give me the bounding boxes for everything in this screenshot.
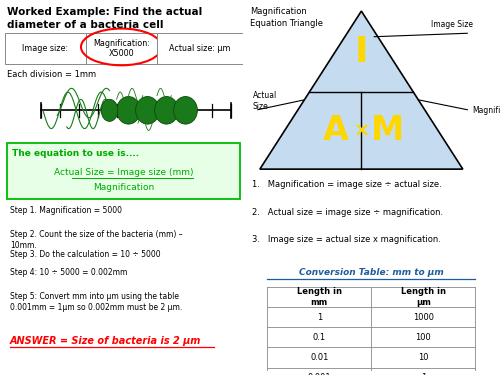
Text: ANSWER = Size of bacteria is 2 μm: ANSWER = Size of bacteria is 2 μm	[10, 336, 201, 345]
Ellipse shape	[116, 96, 140, 124]
Text: 0.01: 0.01	[310, 353, 328, 362]
Text: Actual size: μm: Actual size: μm	[169, 44, 230, 53]
Text: Magnification:
X5000: Magnification: X5000	[93, 39, 150, 58]
Text: Magnification: Magnification	[472, 106, 500, 115]
Text: Magnification
Equation Triangle: Magnification Equation Triangle	[250, 8, 323, 27]
Text: 0.1: 0.1	[312, 333, 326, 342]
Text: Each division = 1mm: Each division = 1mm	[8, 70, 96, 79]
Ellipse shape	[101, 99, 118, 122]
Text: Step 1. Magnification = 5000: Step 1. Magnification = 5000	[10, 206, 122, 215]
Text: Actual Size = Image size (mm): Actual Size = Image size (mm)	[54, 168, 194, 177]
Text: 1: 1	[420, 373, 426, 375]
Text: 1.   Magnification = image size ÷ actual size.: 1. Magnification = image size ÷ actual s…	[252, 180, 442, 189]
Text: Step 4: 10 ÷ 5000 = 0.002mm: Step 4: 10 ÷ 5000 = 0.002mm	[10, 268, 127, 278]
Text: M: M	[370, 114, 404, 147]
FancyBboxPatch shape	[8, 143, 240, 198]
Ellipse shape	[154, 96, 178, 124]
Polygon shape	[5, 33, 86, 64]
Text: Step 5: Convert mm into μm using the table
0.001mm = 1μm so 0.002mm must be 2 μm: Step 5: Convert mm into μm using the tab…	[10, 292, 182, 312]
Text: 2.   Actual size = image size ÷ magnification.: 2. Actual size = image size ÷ magnificat…	[252, 208, 444, 217]
Text: The equation to use is....: The equation to use is....	[12, 149, 139, 158]
Text: 10: 10	[418, 353, 428, 362]
Text: A: A	[322, 114, 348, 147]
Text: Step 3. Do the calculation = 10 ÷ 5000: Step 3. Do the calculation = 10 ÷ 5000	[10, 250, 160, 259]
Text: Worked Example: Find the actual
diameter of a bacteria cell: Worked Example: Find the actual diameter…	[8, 8, 202, 30]
Polygon shape	[260, 11, 463, 169]
Text: Step 2. Count the size of the bacteria (mm) –
10mm.: Step 2. Count the size of the bacteria (…	[10, 230, 182, 250]
Ellipse shape	[174, 96, 198, 124]
Text: Actual
Size: Actual Size	[252, 92, 276, 111]
Text: I: I	[354, 34, 368, 69]
Text: 3.   Image size = actual size x magnification.: 3. Image size = actual size x magnificat…	[252, 235, 442, 244]
Text: Length in
μm: Length in μm	[400, 287, 446, 306]
Text: Image size:: Image size:	[22, 44, 68, 53]
Text: Magnification: Magnification	[93, 183, 154, 192]
Text: 0.001: 0.001	[308, 373, 331, 375]
Text: Conversion Table: mm to μm: Conversion Table: mm to μm	[299, 268, 444, 278]
Text: ×: ×	[353, 121, 370, 140]
Text: 100: 100	[416, 333, 431, 342]
Ellipse shape	[136, 96, 160, 124]
Text: 1000: 1000	[412, 312, 434, 321]
Text: Image Size: Image Size	[430, 21, 472, 30]
Polygon shape	[157, 33, 242, 64]
Text: Length in
mm: Length in mm	[297, 287, 342, 306]
Text: 1: 1	[316, 312, 322, 321]
Polygon shape	[86, 33, 157, 64]
